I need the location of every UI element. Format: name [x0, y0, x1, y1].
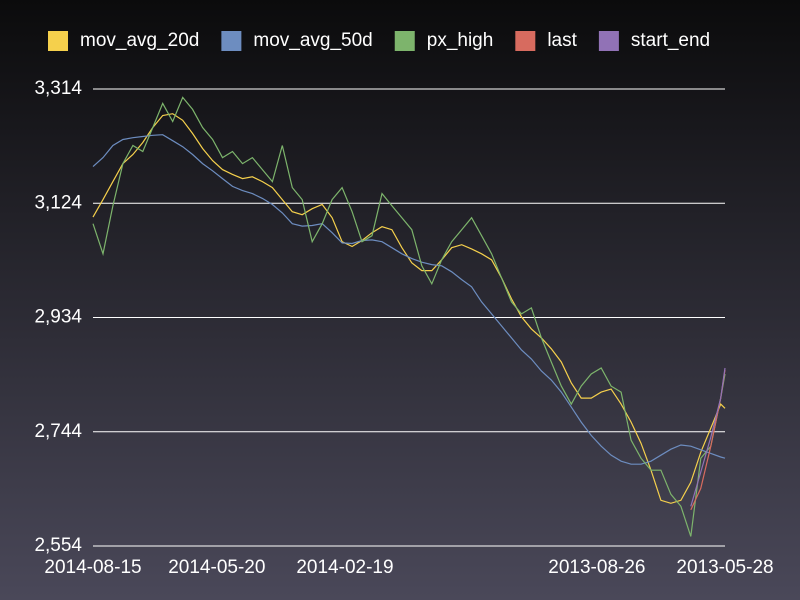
line-4 — [690, 367, 726, 507]
y-tick-label: 2,744 — [34, 421, 82, 442]
x-tick-label: 2013-05-28 — [676, 557, 773, 578]
legend-swatch — [221, 31, 242, 51]
y-tick-label: 2,934 — [34, 307, 82, 328]
y-tick-label: 3,124 — [34, 192, 82, 213]
legend-label: last — [547, 30, 577, 51]
x-tick-label: 2013-08-26 — [548, 557, 645, 578]
y-tick-label: 2,554 — [34, 535, 82, 556]
legend-label: start_end — [631, 30, 710, 51]
x-tick-label: 2014-02-19 — [296, 557, 393, 578]
legend-swatch — [515, 31, 536, 51]
legend-swatch — [394, 31, 415, 51]
line-2 — [92, 96, 726, 537]
y-tick-label: 3,314 — [34, 78, 82, 99]
legend-label: mov_avg_20d — [80, 30, 199, 51]
x-tick-label: 2014-05-20 — [168, 557, 265, 578]
legend-label: mov_avg_50d — [253, 30, 372, 51]
legend-swatch — [48, 31, 68, 51]
line-1 — [92, 134, 726, 465]
line-0 — [92, 113, 726, 504]
legend-label: px_high — [427, 30, 494, 51]
x-tick-label: 2014-08-15 — [44, 557, 141, 578]
legend-swatch — [598, 31, 619, 51]
